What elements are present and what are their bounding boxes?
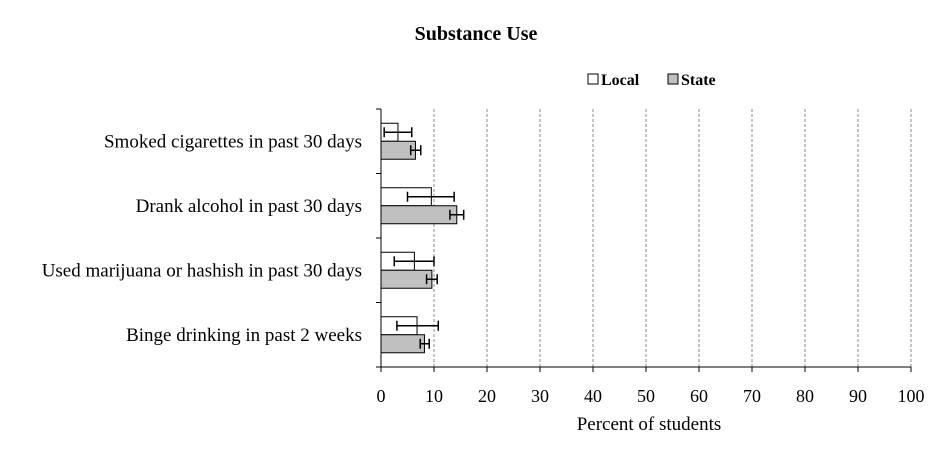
x-tick-labels: 0 10 20 30 40 50 60 70 80 90 100	[377, 386, 925, 406]
category-label-1: Drank alcohol in past 30 days	[136, 196, 362, 217]
legend-swatch-local	[587, 73, 599, 85]
x-tick-label-100: 100	[898, 386, 925, 406]
bar-state-3	[380, 334, 425, 354]
x-tick-label-40: 40	[584, 386, 602, 406]
legend: Local State	[587, 72, 716, 89]
legend-label-local: Local	[601, 72, 640, 89]
axes	[376, 108, 912, 372]
category-labels: Smoked cigarettes in past 30 days Drank a…	[42, 131, 362, 346]
category-label-0: Smoked cigarettes in past 30 days	[104, 131, 362, 152]
x-tick-label-70: 70	[743, 386, 761, 406]
x-tick-label-50: 50	[637, 386, 655, 406]
x-tick-label-90: 90	[849, 386, 867, 406]
category-label-3: Binge drinking in past 2 weeks	[126, 325, 362, 346]
x-tick-label-10: 10	[425, 386, 443, 406]
x-tick-label-60: 60	[690, 386, 708, 406]
category-label-2: Used marijuana or hashish in past 30 day…	[42, 260, 362, 281]
chart-title: Substance Use	[415, 23, 538, 45]
bars	[380, 122, 465, 354]
bar-state-1	[380, 205, 458, 225]
x-tick-label-0: 0	[377, 386, 386, 406]
legend-label-state: State	[681, 72, 716, 89]
bar-state-2	[380, 269, 433, 289]
legend-swatch-state	[667, 73, 679, 85]
x-tick-label-30: 30	[531, 386, 549, 406]
x-tick-label-20: 20	[478, 386, 496, 406]
x-axis-title: Percent of students	[577, 414, 722, 435]
x-tick-label-80: 80	[796, 386, 814, 406]
gridlines	[433, 109, 912, 367]
